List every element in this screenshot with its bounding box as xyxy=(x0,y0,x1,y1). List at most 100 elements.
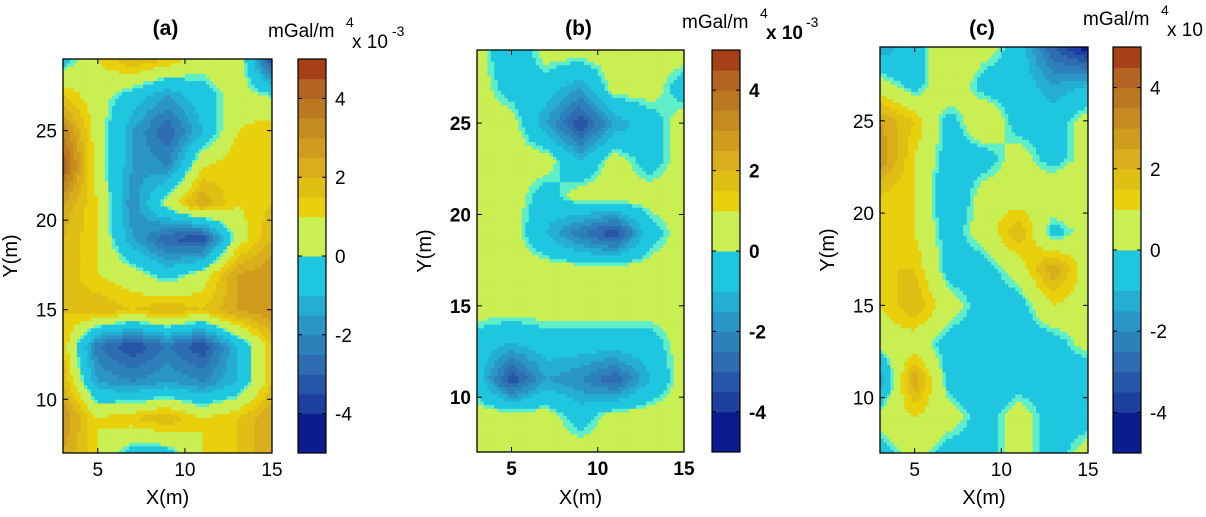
heatmap-cell xyxy=(244,234,249,239)
heatmap-cell xyxy=(181,356,186,361)
heatmap-cell xyxy=(146,256,151,261)
heatmap-cell xyxy=(122,230,127,236)
heatmap-cell xyxy=(170,334,176,339)
heatmap-cell xyxy=(209,159,214,164)
heatmap-cell xyxy=(97,213,102,218)
heatmap-cell xyxy=(167,220,172,225)
heatmap-cell xyxy=(219,427,224,433)
heatmap-cell xyxy=(139,363,144,368)
heatmap-cell xyxy=(101,352,106,357)
heatmap-cell xyxy=(226,180,231,185)
heatmap-cell xyxy=(115,395,120,400)
heatmap-cell xyxy=(191,435,196,440)
heatmap-cell xyxy=(188,270,193,275)
heatmap-cell xyxy=(160,417,165,422)
heatmap-cell xyxy=(244,324,249,329)
heatmap-cell xyxy=(191,252,196,257)
heatmap-cell xyxy=(191,227,196,232)
heatmap-cell xyxy=(101,338,106,343)
heatmap-cell xyxy=(195,370,200,375)
heatmap-cell xyxy=(115,245,120,250)
heatmap-cell xyxy=(80,223,85,228)
heatmap-cell xyxy=(223,263,228,268)
heatmap-cell xyxy=(150,223,155,228)
heatmap-cell xyxy=(129,227,134,232)
heatmap-cell xyxy=(219,223,224,228)
heatmap-cell xyxy=(87,345,92,350)
heatmap-cell xyxy=(247,198,252,203)
heatmap-cell xyxy=(177,263,183,268)
heatmap-cell xyxy=(164,320,169,325)
heatmap-cell xyxy=(230,213,235,218)
heatmap-cell xyxy=(94,331,99,336)
heatmap-cell xyxy=(198,438,203,443)
heatmap-cell xyxy=(261,370,266,375)
heatmap-cell xyxy=(219,198,224,203)
heatmap-cell xyxy=(195,291,200,296)
heatmap-cell xyxy=(177,273,183,279)
heatmap-cell xyxy=(66,427,71,433)
heatmap-cell xyxy=(136,420,141,425)
heatmap-cell xyxy=(261,223,266,228)
heatmap-cell xyxy=(115,316,120,322)
heatmap-cell xyxy=(237,327,242,332)
heatmap-cell xyxy=(174,417,179,422)
heatmap-cell xyxy=(174,309,179,314)
heatmap-cell xyxy=(157,363,162,368)
heatmap-cell xyxy=(237,273,242,279)
heatmap-cell xyxy=(125,334,130,339)
heatmap-cell xyxy=(167,284,172,289)
heatmap-cell xyxy=(111,184,116,189)
heatmap-cell xyxy=(139,162,144,168)
heatmap-cell xyxy=(150,417,155,422)
heatmap-cell xyxy=(202,248,207,254)
heatmap-cell xyxy=(195,334,200,339)
heatmap-cell xyxy=(233,363,238,368)
heatmap-cell xyxy=(268,320,272,325)
heatmap-cell xyxy=(111,417,116,422)
heatmap-cell xyxy=(129,245,134,250)
heatmap-cell xyxy=(83,281,88,286)
heatmap-cell xyxy=(167,241,172,246)
heatmap-cell xyxy=(170,445,176,451)
heatmap-cell xyxy=(212,195,217,200)
heatmap-cell xyxy=(104,223,109,228)
heatmap-cell xyxy=(122,313,127,318)
heatmap-cell xyxy=(132,209,137,214)
heatmap-cell xyxy=(122,252,127,257)
heatmap-cell xyxy=(143,173,148,178)
heatmap-cell xyxy=(223,445,228,451)
heatmap-cell xyxy=(104,410,109,415)
heatmap-cell xyxy=(237,320,242,325)
heatmap-cell xyxy=(139,356,144,361)
heatmap-cell xyxy=(216,324,221,329)
heatmap-cell xyxy=(261,324,266,329)
heatmap-cell xyxy=(198,395,203,400)
heatmap-cell xyxy=(181,381,186,386)
heatmap-cell xyxy=(191,363,196,368)
heatmap-cell xyxy=(150,341,155,347)
heatmap-cell xyxy=(157,162,162,168)
heatmap-cell xyxy=(181,449,186,453)
heatmap-cell xyxy=(157,449,162,453)
heatmap-cell xyxy=(233,284,238,289)
heatmap-cell xyxy=(174,363,179,368)
heatmap-cell xyxy=(233,431,238,436)
heatmap-cell xyxy=(233,166,238,171)
heatmap-cell xyxy=(230,309,235,314)
heatmap-cell xyxy=(108,223,113,228)
heatmap-cell xyxy=(261,359,266,365)
heatmap-cell xyxy=(247,184,252,189)
heatmap-cell xyxy=(108,388,113,393)
heatmap-cell xyxy=(111,399,116,404)
heatmap-cell xyxy=(129,288,134,293)
heatmap-cell xyxy=(132,309,137,314)
heatmap-cell xyxy=(143,166,148,171)
heatmap-cell xyxy=(97,334,102,339)
heatmap-cell xyxy=(111,320,116,325)
heatmap-cell xyxy=(233,209,238,214)
heatmap-cell xyxy=(111,259,116,264)
heatmap-cell xyxy=(132,338,137,343)
heatmap-cell xyxy=(254,216,259,221)
heatmap-cell xyxy=(63,252,68,257)
